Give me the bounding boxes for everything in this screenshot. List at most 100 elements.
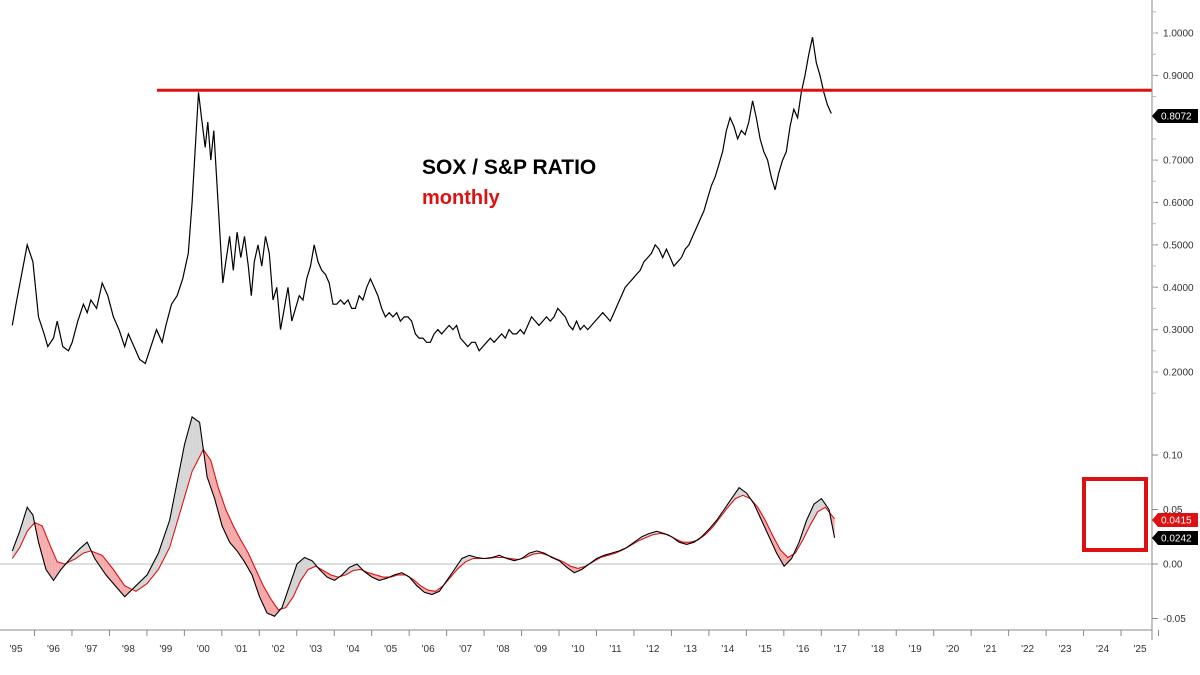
- momentum-fill-red: [97, 553, 100, 566]
- momentum-fill-gray: [461, 557, 464, 566]
- momentum-fill-gray: [469, 555, 471, 561]
- highlight-box: [1082, 477, 1148, 552]
- x-tick-label: '96: [47, 644, 60, 655]
- momentum-fill-red: [102, 555, 104, 572]
- x-tick-label: '07: [459, 644, 472, 655]
- momentum-fill-gray: [180, 459, 182, 513]
- x-tick-label: '97: [84, 644, 97, 655]
- momentum-fill-gray: [18, 531, 20, 550]
- momentum-fill-red: [376, 575, 378, 580]
- momentum-fill-gray: [160, 542, 163, 566]
- x-tick-label: '13: [684, 644, 697, 655]
- momentum-fill-gray: [352, 565, 354, 571]
- momentum-fill-red: [220, 494, 223, 526]
- x-tick-label: '11: [609, 644, 622, 655]
- momentum-fill-gray: [192, 416, 194, 472]
- momentum-fill-gray: [814, 502, 816, 519]
- momentum-series-line: [11, 415, 836, 617]
- momentum-fill-gray: [22, 516, 25, 542]
- x-tick-label: '21: [984, 644, 997, 655]
- momentum-fill-gray: [21, 521, 23, 545]
- momentum-fill-red: [262, 584, 265, 607]
- momentum-fill-gray: [187, 427, 190, 487]
- momentum-fill-red: [217, 484, 220, 515]
- momentum-fill-gray: [82, 544, 85, 554]
- momentum-fill-red: [784, 553, 786, 567]
- y-tick-label: 1.0000: [1163, 29, 1194, 40]
- momentum-fill-red: [247, 551, 250, 570]
- last-value-badge: 0.8072: [1161, 112, 1192, 123]
- momentum-fill-red: [222, 498, 224, 530]
- momentum-fill-red: [214, 474, 217, 505]
- momentum-fill-red: [211, 463, 214, 495]
- momentum-fill-red: [231, 520, 233, 546]
- momentum-fill-gray: [809, 510, 812, 527]
- momentum-fill-gray: [27, 507, 29, 532]
- momentum-fill-gray: [198, 421, 200, 460]
- momentum-value-badge-bg: [1152, 531, 1198, 545]
- momentum-fill-red: [237, 532, 239, 554]
- momentum-fill-gray: [821, 498, 824, 510]
- momentum-fill-red: [112, 568, 115, 585]
- momentum-fill-red: [430, 590, 432, 595]
- momentum-fill-red: [267, 592, 269, 614]
- momentum-fill-gray: [169, 512, 172, 548]
- momentum-panel: [0, 415, 1152, 617]
- momentum-fill-red: [785, 555, 788, 565]
- x-tick-label: '05: [384, 644, 397, 655]
- x-tick-label: '02: [272, 644, 285, 655]
- momentum-fill-gray: [189, 422, 191, 482]
- momentum-fill-gray: [168, 520, 170, 551]
- momentum-fill-red: [223, 502, 226, 533]
- momentum-fill-red: [225, 507, 227, 536]
- momentum-fill-red: [243, 543, 245, 562]
- momentum-fill-red: [103, 557, 106, 574]
- momentum-fill-gray: [25, 507, 28, 535]
- x-tick-label: '14: [721, 644, 734, 655]
- momentum-fill-red: [264, 587, 266, 610]
- y-tick-label: 0.9000: [1163, 71, 1194, 82]
- momentum-fill-red: [210, 459, 212, 490]
- y-tick-label: 0.05: [1163, 505, 1183, 516]
- momentum-fill-gray: [162, 537, 164, 563]
- x-tick-label: '04: [347, 644, 360, 655]
- momentum-fill-red: [118, 577, 121, 592]
- momentum-fill-red: [42, 525, 44, 562]
- momentum-fill-gray: [165, 529, 167, 557]
- y-tick-label: 0.6000: [1163, 198, 1194, 209]
- momentum-fill-gray: [190, 416, 193, 477]
- x-tick-label: '19: [909, 644, 922, 655]
- x-tick-label: '22: [1021, 644, 1034, 655]
- momentum-fill-red: [377, 575, 380, 581]
- x-tick-label: '95: [9, 644, 22, 655]
- momentum-fill-gray: [291, 577, 293, 600]
- momentum-fill-gray: [289, 581, 292, 603]
- momentum-fill-red: [216, 479, 218, 510]
- momentum-fill-gray: [174, 489, 176, 533]
- momentum-fill-red: [39, 524, 41, 551]
- momentum-fill-gray: [79, 547, 82, 556]
- x-tick-label: '03: [309, 644, 322, 655]
- x-tick-label: '20: [946, 644, 959, 655]
- momentum-fill-red: [574, 567, 576, 573]
- momentum-fill-gray: [186, 433, 188, 492]
- momentum-fill-gray: [12, 546, 14, 559]
- right-axis: 1.00000.90000.80000.70000.60000.50000.40…: [1151, 0, 1198, 640]
- momentum-fill-red: [45, 533, 47, 571]
- momentum-fill-red: [240, 538, 242, 558]
- momentum-fill-gray: [163, 533, 166, 560]
- momentum-fill-gray: [812, 504, 815, 521]
- momentum-fill-red: [207, 455, 209, 482]
- momentum-fill-red: [43, 529, 46, 567]
- y-tick-label: 0.2000: [1163, 368, 1194, 379]
- momentum-fill-red: [115, 572, 118, 588]
- momentum-fill-gray: [154, 557, 157, 575]
- momentum-fill-gray: [815, 501, 818, 516]
- momentum-fill-red: [54, 554, 56, 580]
- y-tick-label: -0.05: [1163, 614, 1186, 625]
- momentum-fill-gray: [28, 509, 31, 530]
- momentum-fill-gray: [305, 558, 308, 573]
- momentum-fill-gray: [171, 505, 173, 543]
- momentum-fill-red: [114, 570, 116, 587]
- momentum-fill-red: [226, 511, 229, 539]
